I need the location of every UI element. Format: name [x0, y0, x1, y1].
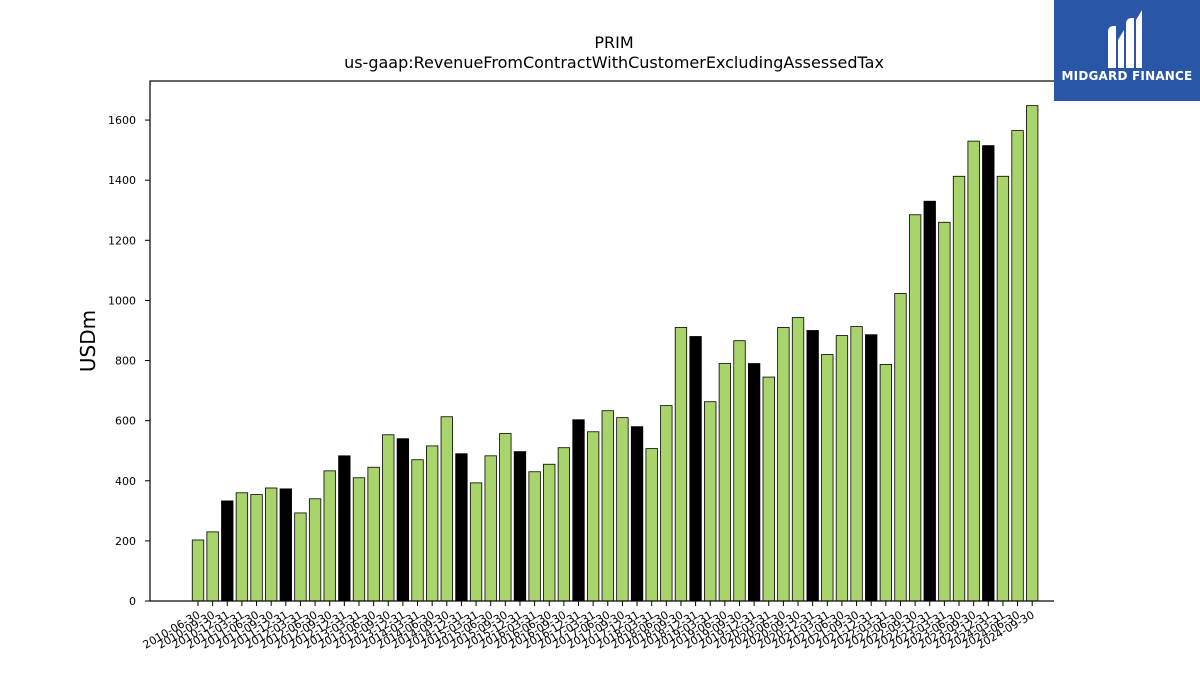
bar-2012-12-31	[338, 455, 351, 602]
y-tick-label: 1000	[108, 294, 136, 307]
bar-2017-06-30	[601, 410, 614, 602]
midgard-logo-icon	[1108, 10, 1142, 68]
y-tick-label: 1600	[108, 114, 136, 127]
bar-2016-09-30	[557, 447, 571, 602]
bar-2013-03-31	[352, 477, 366, 602]
bar-2017-03-31	[586, 431, 600, 602]
bar-2017-12-31	[630, 426, 644, 602]
bar-2013-09-30	[382, 434, 395, 602]
bar-2016-12-31	[572, 419, 585, 602]
midgard-finance-logo: MIDGARD FINANCE	[1054, 0, 1200, 101]
bar-2018-12-31	[689, 336, 702, 602]
bar-2022-06-30	[894, 293, 907, 602]
bar-2021-09-30	[850, 326, 863, 602]
bars-group	[191, 105, 1039, 602]
bar-2015-09-30	[499, 433, 512, 602]
bar-2024-03-31	[996, 175, 1010, 602]
bar-2018-06-30	[660, 405, 673, 602]
bar-2018-09-30	[674, 327, 688, 602]
bar-2020-12-31	[806, 330, 819, 602]
y-tick-label: 1400	[108, 174, 136, 187]
bar-2023-03-31	[938, 221, 951, 602]
y-tick-label: 1200	[108, 234, 136, 247]
bar-2017-09-30	[616, 417, 629, 602]
bar-2010-06-30	[191, 539, 205, 602]
bar-2024-06-30	[1011, 130, 1024, 602]
bar-2019-06-30	[718, 363, 732, 602]
bar-2020-09-30	[791, 317, 805, 602]
bar-2023-09-30	[967, 140, 980, 602]
bar-2022-03-31	[879, 364, 892, 602]
bar-2013-06-30	[367, 466, 380, 602]
y-axis: 0 200 400 600 800 1000 1200 1400 1600	[108, 114, 150, 608]
bar-2023-12-31	[982, 145, 995, 602]
bar-2016-06-30	[543, 463, 556, 602]
bar-2016-03-31	[528, 471, 541, 602]
bar-2024-09-30	[1026, 105, 1039, 602]
x-axis: 2010-06-302010-09-302010-12-312011-03-31…	[141, 601, 1037, 652]
bar-2019-09-30	[733, 340, 746, 602]
logo-text: MIDGARD FINANCE	[1061, 69, 1193, 83]
bar-2014-12-31	[455, 453, 468, 602]
chart-title: PRIM	[594, 33, 633, 52]
plot-frame	[149, 80, 1054, 602]
bar-2013-12-31	[396, 438, 410, 602]
bar-2015-12-31	[513, 451, 527, 602]
bar-2018-03-31	[645, 448, 658, 602]
y-tick-label: 600	[115, 415, 136, 428]
y-tick-label: 800	[115, 355, 136, 368]
bar-2021-12-31	[865, 334, 878, 602]
bar-2012-06-30	[308, 498, 322, 602]
y-tick-label: 0	[129, 595, 136, 608]
revenue-bar-chart: PRIM us-gaap:RevenueFromContractWithCust…	[76, 33, 1054, 652]
y-axis-label: USDm	[76, 310, 100, 372]
bar-2014-09-30	[440, 416, 453, 602]
bar-2022-09-30	[908, 214, 922, 602]
y-tick-label: 200	[115, 535, 136, 548]
bar-2011-09-30	[265, 487, 278, 602]
bar-2023-06-30	[952, 175, 966, 602]
bar-2021-06-30	[835, 335, 849, 602]
chart-subtitle: us-gaap:RevenueFromContractWithCustomerE…	[344, 53, 884, 72]
bar-2011-03-31	[235, 492, 249, 602]
bar-2010-12-31	[221, 500, 234, 602]
bar-2011-06-30	[250, 494, 263, 602]
bar-2019-12-31	[747, 363, 761, 602]
bar-2022-12-31	[923, 200, 936, 602]
bar-2012-03-31	[294, 512, 307, 602]
bar-2014-03-31	[411, 459, 424, 602]
bar-2015-06-30	[484, 455, 497, 602]
bar-2014-06-30	[426, 445, 439, 602]
bar-2010-09-30	[206, 531, 219, 602]
bar-2012-09-30	[323, 470, 336, 602]
bar-2011-12-31	[279, 488, 292, 602]
bar-2020-03-31	[762, 376, 775, 602]
bar-2020-06-30	[777, 327, 790, 602]
y-tick-label: 400	[115, 475, 136, 488]
bar-2021-03-31	[821, 354, 834, 602]
bar-2019-03-31	[704, 401, 717, 602]
bar-2015-03-31	[469, 482, 483, 602]
